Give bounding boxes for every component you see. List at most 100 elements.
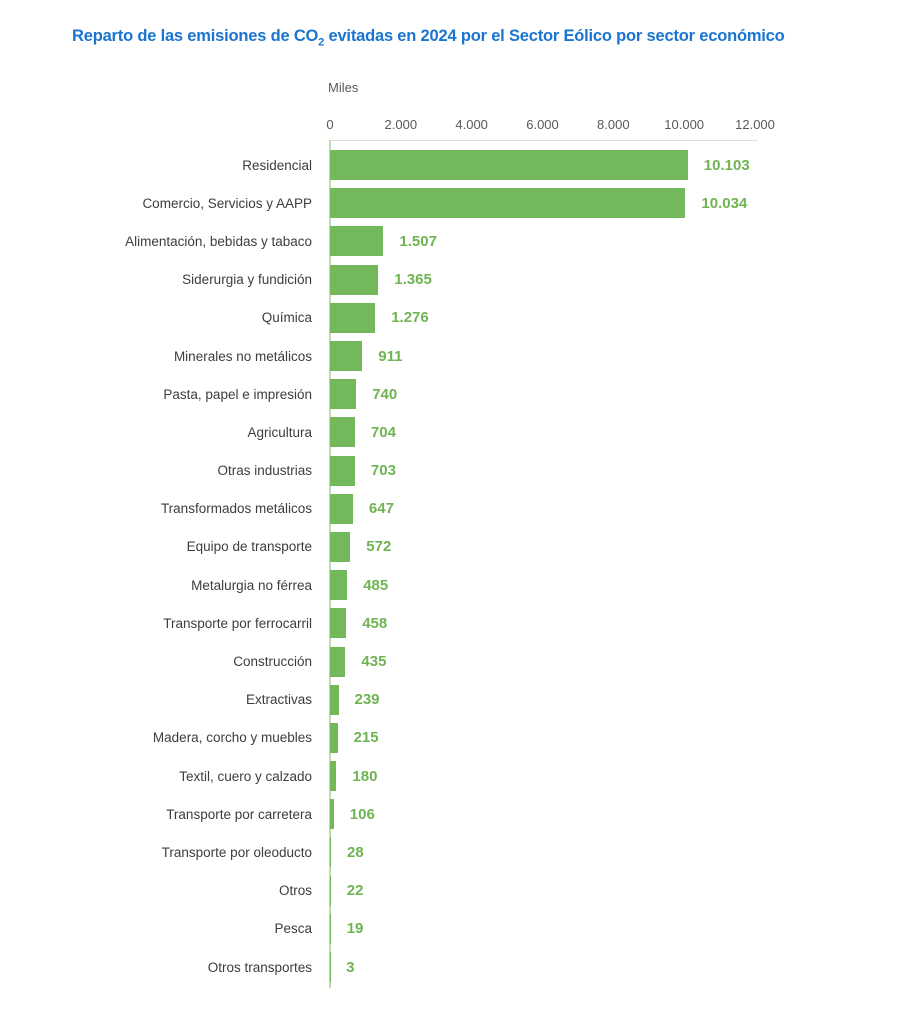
bar-value-label: 19 — [346, 920, 364, 938]
bar-value-label: 10.034 — [701, 194, 748, 212]
bar-category-label: Comercio, Servicios y AAPP — [142, 195, 312, 211]
bar-row: Otros transportes 3 — [0, 948, 915, 986]
chart-title-prefix: Reparto de las emisiones de CO — [72, 27, 319, 45]
bar-track: 572 — [330, 531, 915, 562]
bar-value-label: 180 — [352, 767, 378, 785]
x-axis-tick: 10.000 — [664, 117, 705, 132]
bar-row: Otros 22 — [0, 872, 915, 910]
bar-value-label: 703 — [370, 462, 396, 480]
bar-track: 28 — [330, 837, 915, 868]
bar-row: Construcción 435 — [0, 642, 915, 680]
bar-track: 435 — [330, 646, 915, 677]
bar-row: Transformados metálicos 647 — [0, 490, 915, 528]
bar-category-label: Agricultura — [247, 424, 312, 440]
bar-category-label: Otros transportes — [207, 959, 312, 975]
bar-row: Minerales no metálicos 911 — [0, 337, 915, 375]
bar-value-label: 911 — [378, 347, 403, 365]
bar — [330, 722, 338, 753]
x-axis-tick: 0 — [326, 117, 334, 132]
bar-category-label: Madera, corcho y muebles — [152, 730, 312, 746]
axis-unit-label: Miles — [328, 80, 359, 95]
bar-track: 740 — [330, 379, 915, 410]
bar — [330, 531, 351, 562]
bar — [330, 761, 337, 792]
bar-category-label: Minerales no metálicos — [173, 348, 312, 364]
bar-value-label: 647 — [368, 500, 394, 518]
bar-track: 22 — [330, 875, 915, 906]
bar-track: 458 — [330, 608, 915, 639]
bar-category-label: Transporte por carretera — [166, 806, 312, 822]
bar-category-label: Química — [261, 310, 312, 326]
bar-value-label: 28 — [347, 843, 364, 861]
bar-value-label: 458 — [362, 614, 388, 632]
x-axis-tick: 8.000 — [597, 117, 630, 132]
bar-rows: Residencial 10.103 Comercio, Servicios y A… — [0, 146, 915, 986]
bar-category-label: Extractivas — [245, 692, 312, 708]
bar-track: 911 — [330, 341, 915, 372]
bar-category-label: Otras industrias — [217, 463, 312, 479]
bar — [330, 570, 348, 601]
bar-track: 106 — [330, 799, 915, 830]
bar — [330, 646, 346, 677]
bar-row: Pasta, papel e impresión 740 — [0, 375, 915, 413]
bar — [330, 379, 357, 410]
bar-row: Residencial 10.103 — [0, 146, 915, 184]
bar-value-label: 106 — [349, 805, 375, 823]
bar-value-label: 704 — [370, 423, 396, 441]
x-axis-ticks: 0 2.000 4.000 6.000 8.000 10.000 12.000 — [326, 117, 775, 133]
bar-category-label: Otros — [278, 883, 312, 899]
bar-value-label: 435 — [361, 653, 387, 671]
bar-row: Pesca 19 — [0, 910, 915, 948]
bar-row: Transporte por ferrocarril 458 — [0, 604, 915, 642]
chart-title-suffix: evitadas en 2024 por el Sector Eólico po… — [324, 27, 785, 45]
bar-track: 1.276 — [330, 302, 915, 333]
bar — [330, 684, 339, 715]
x-axis-line — [330, 140, 758, 141]
bar-category-label: Equipo de transporte — [186, 539, 312, 555]
bar-track: 10.103 — [330, 150, 915, 181]
x-axis-tick: 6.000 — [526, 117, 559, 132]
bar — [330, 875, 331, 906]
bar-category-label: Textil, cuero y calzado — [179, 768, 312, 784]
bar-track: 485 — [330, 570, 915, 601]
bar — [330, 302, 376, 333]
bar-value-label: 22 — [346, 882, 364, 900]
bar — [330, 150, 688, 181]
bar — [330, 799, 334, 830]
bar-track: 1.365 — [330, 264, 915, 295]
bar-value-label: 1.365 — [394, 271, 432, 289]
bar-category-label: Pasta, papel e impresión — [163, 386, 312, 402]
x-axis-tick: 4.000 — [455, 117, 488, 132]
bar — [330, 341, 363, 372]
bar — [330, 188, 686, 219]
bar-category-label: Transporte por ferrocarril — [163, 615, 312, 631]
bar-track: 180 — [330, 761, 915, 792]
bar — [330, 417, 355, 448]
bar — [330, 837, 331, 868]
bar-category-label: Metalurgia no férrea — [191, 577, 312, 593]
bar-row: Transporte por oleoducto 28 — [0, 833, 915, 871]
bar-category-label: Residencial — [242, 157, 312, 173]
bar-value-label: 1.507 — [399, 232, 437, 250]
bar-track: 215 — [330, 722, 915, 753]
bar-category-label: Pesca — [274, 921, 312, 937]
bar-track: 1.507 — [330, 226, 915, 257]
bar-track: 10.034 — [330, 188, 915, 219]
bar-row: Textil, cuero y calzado 180 — [0, 757, 915, 795]
bar — [330, 608, 347, 639]
bar-row: Comercio, Servicios y AAPP 10.034 — [0, 184, 915, 222]
chart-title: Reparto de las emisiones de CO2 evitadas… — [72, 27, 785, 48]
bar-track: 704 — [330, 417, 915, 448]
y-axis-baseline — [329, 140, 331, 988]
bar-value-label: 10.103 — [703, 156, 750, 174]
bar-value-label: 485 — [363, 576, 389, 594]
x-axis-tick: 2.000 — [384, 117, 418, 132]
bar — [330, 226, 384, 257]
bar-value-label: 572 — [366, 538, 392, 556]
bar — [330, 264, 379, 295]
chart-title-subscript: 2 — [318, 36, 325, 49]
bar — [330, 455, 355, 486]
bar-row: Equipo de transporte 572 — [0, 528, 915, 566]
bar — [330, 913, 331, 944]
bar-value-label: 239 — [354, 691, 380, 709]
